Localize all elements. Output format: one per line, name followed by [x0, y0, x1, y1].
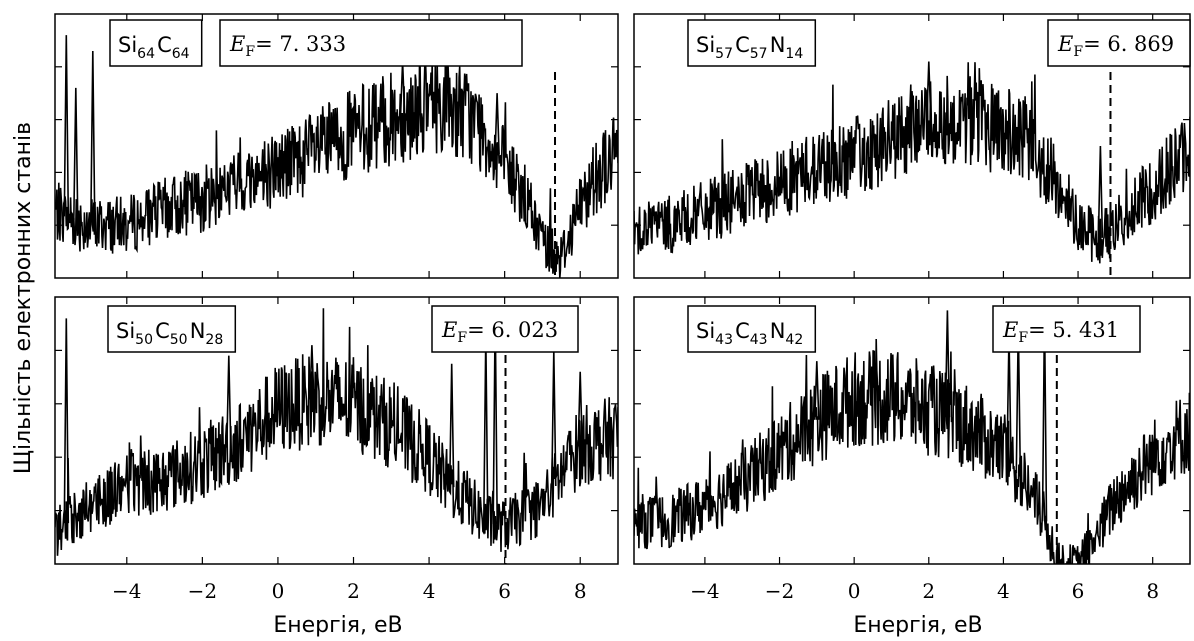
x-axis-title-right: Енергія, еВ — [853, 613, 982, 638]
x-tick-label: 6 — [1072, 579, 1085, 603]
x-tick-label: 0 — [272, 579, 285, 603]
x-axis-title-left: Енергія, еВ — [273, 613, 402, 638]
svg-text:EF= 5. 431: EF= 5. 431 — [1002, 318, 1119, 346]
plot-frame — [54, 296, 619, 565]
svg-text:Si57 C57 N14: Si57 C57 N14 — [696, 33, 805, 62]
x-tick-label: 8 — [1146, 579, 1159, 603]
x-tick-label: 2 — [347, 579, 360, 603]
x-tick-label: 6 — [498, 579, 511, 603]
dos-spike — [577, 371, 583, 447]
dos-panel-1: Si64 C64 EF= 7. 333 — [54, 13, 619, 279]
formula-label: Si64 C64 — [109, 19, 203, 67]
x-tick-label: 4 — [997, 579, 1010, 603]
dos-panel-2: Si57 C57 N14 EF= 6. 869 — [633, 13, 1191, 279]
fermi-energy-label: EF= 6. 869 — [1047, 19, 1191, 67]
svg-text:EF= 7. 333: EF= 7. 333 — [229, 32, 346, 60]
dos-spike — [483, 334, 489, 522]
svg-text:EF= 6. 023: EF= 6. 023 — [441, 318, 558, 346]
dos-spike — [944, 310, 951, 418]
plot-frame — [633, 296, 1191, 565]
dos-panel-4: −4 −2 0 2 4 6 8 Si43 C43 N42 EF= 5. 431 — [633, 296, 1191, 603]
plot-frame — [54, 13, 619, 279]
y-axis-title: Щільність електронних станів — [11, 122, 36, 474]
x-tick-label: −2 — [188, 579, 217, 603]
x-tick-label: 2 — [922, 579, 935, 603]
dos-spike — [448, 363, 455, 488]
svg-text:EF= 6. 869: EF= 6. 869 — [1057, 32, 1174, 60]
dos-spike — [494, 93, 500, 155]
dos-spike — [814, 361, 820, 420]
fermi-energy-label: EF= 6. 023 — [431, 305, 579, 353]
dos-spike — [226, 355, 232, 448]
x-tick-label: 8 — [574, 579, 587, 603]
x-tick-label: −4 — [112, 579, 141, 603]
formula-label: Si57 C57 N14 — [687, 19, 817, 67]
dos-curve — [634, 338, 1190, 564]
fermi-energy-label: EF= 5. 431 — [992, 305, 1141, 353]
dos-spike — [1097, 145, 1104, 238]
dos-spike — [399, 61, 406, 115]
formula-label: Si50 C50 N28 — [107, 305, 237, 353]
dos-panel-3: −4 −2 0 2 4 6 8 Si50 C50 N28 EF= 6. 023 — [54, 296, 619, 603]
dos-spike — [90, 50, 96, 226]
x-tick-label: −4 — [690, 579, 719, 603]
x-tick-label: −2 — [765, 579, 794, 603]
plot-frame — [633, 13, 1191, 279]
svg-text:Si43 C43 N42: Si43 C43 N42 — [696, 319, 805, 348]
dos-curve — [634, 62, 1190, 264]
x-tick-label: 4 — [423, 579, 436, 603]
dos-curve — [55, 37, 618, 278]
svg-text:Si50 C50 N28: Si50 C50 N28 — [116, 319, 225, 348]
dos-curve — [55, 308, 618, 556]
dos-spike — [63, 35, 70, 217]
dos-spike — [309, 345, 315, 400]
fermi-energy-label: EF= 7. 333 — [219, 19, 523, 67]
svg-text:Si64 C64: Si64 C64 — [118, 33, 192, 62]
formula-label: Si43 C43 N42 — [687, 305, 817, 353]
dos-spike — [63, 318, 70, 524]
dos-spike — [926, 61, 932, 120]
x-tick-label: 0 — [848, 579, 861, 603]
dos-spike — [73, 87, 79, 221]
